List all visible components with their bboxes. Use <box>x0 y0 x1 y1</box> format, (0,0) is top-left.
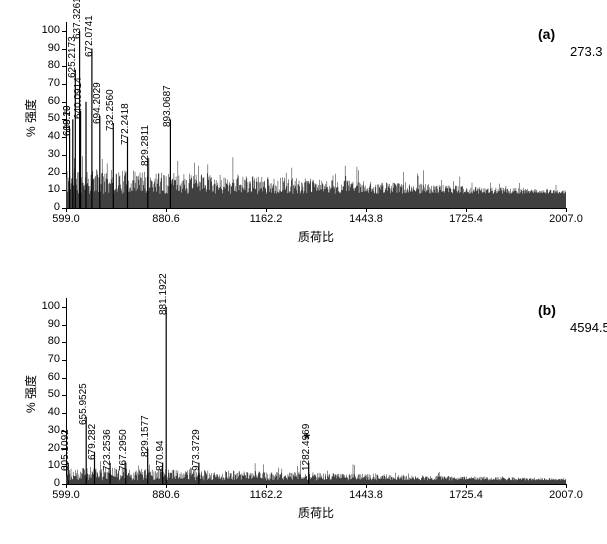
ytick-label: 80 <box>30 60 60 71</box>
peak-label: 772.2418 <box>121 103 131 145</box>
ytick-label: 10 <box>30 184 60 195</box>
peak-label: 767.2950 <box>119 429 129 471</box>
x-axis-label: 质荷比 <box>298 228 334 245</box>
xtick-mark <box>466 484 467 488</box>
xtick-mark <box>566 484 567 488</box>
peak-label: 618.20 <box>63 106 73 137</box>
xtick-label: 880.6 <box>152 214 180 225</box>
xtick-mark <box>266 484 267 488</box>
ytick-label: 0 <box>30 478 60 489</box>
ytick-label: 90 <box>30 319 60 330</box>
xtick-mark <box>566 208 567 212</box>
xtick-label: 1162.2 <box>250 490 283 501</box>
xtick-mark <box>466 208 467 212</box>
xtick-mark <box>366 484 367 488</box>
ytick-label: 20 <box>30 443 60 454</box>
x-axis-label: 质荷比 <box>298 504 334 521</box>
peak-label: 679.282 <box>88 424 98 460</box>
peak-label: 829.2811 <box>141 125 151 166</box>
peak-label: 655.9525 <box>79 383 89 425</box>
peak-label: 732.2560 <box>106 89 116 131</box>
side-number-b: 4594.5 <box>570 320 607 335</box>
ytick-label: 10 <box>30 460 60 471</box>
ytick-label: 70 <box>30 354 60 365</box>
xtick-label: 1162.2 <box>250 214 283 225</box>
peak-label: 637.3261 <box>73 0 83 39</box>
xtick-label: 599.0 <box>52 214 80 225</box>
ytick-label: 90 <box>30 43 60 54</box>
ytick-label: 20 <box>30 167 60 178</box>
xtick-mark <box>66 208 67 212</box>
peak-label: 625.2173 <box>68 36 78 78</box>
ytick-label: 0 <box>30 202 60 213</box>
side-number-a: 273.3 <box>570 44 603 59</box>
ytick-label: 100 <box>30 301 60 312</box>
peak-label: 640.0914 <box>74 77 84 119</box>
xtick-label: 1725.4 <box>449 214 483 225</box>
xtick-mark <box>366 208 367 212</box>
xtick-label: 599.0 <box>52 490 80 501</box>
xtick-label: 2007.0 <box>549 490 583 501</box>
xtick-mark <box>66 484 67 488</box>
peak-label: 893.0687 <box>163 86 173 128</box>
y-axis-label: % 强度 <box>22 99 39 137</box>
xtick-label: 1443.8 <box>349 214 383 225</box>
peak-label: 973.3729 <box>192 429 202 471</box>
peak-label: 881.1922 <box>159 273 169 315</box>
ytick-label: 100 <box>30 25 60 36</box>
xtick-mark <box>166 208 167 212</box>
xtick-label: 1725.4 <box>449 490 483 501</box>
peak-label: 723.2536 <box>103 429 113 471</box>
xtick-mark <box>266 208 267 212</box>
xtick-label: 1443.8 <box>349 490 383 501</box>
y-axis-label: % 强度 <box>22 375 39 413</box>
peak-label: 672.0741 <box>85 15 95 57</box>
ytick-label: 30 <box>30 425 60 436</box>
peak-label: 694.2029 <box>93 82 103 124</box>
spectrum-a <box>66 22 566 208</box>
ytick-label: 80 <box>30 336 60 347</box>
xtick-label: 2007.0 <box>549 214 583 225</box>
figure-container: 0102030405060708090100599.0880.61162.214… <box>0 0 607 544</box>
ytick-label: 30 <box>30 149 60 160</box>
star-marker: * <box>304 431 310 449</box>
peak-label: 870.94 <box>156 440 166 471</box>
xtick-label: 880.6 <box>152 490 180 501</box>
peak-label: 829.1577 <box>141 415 151 457</box>
xtick-mark <box>166 484 167 488</box>
peak-label: 605.1092 <box>61 429 71 471</box>
ytick-label: 70 <box>30 78 60 89</box>
